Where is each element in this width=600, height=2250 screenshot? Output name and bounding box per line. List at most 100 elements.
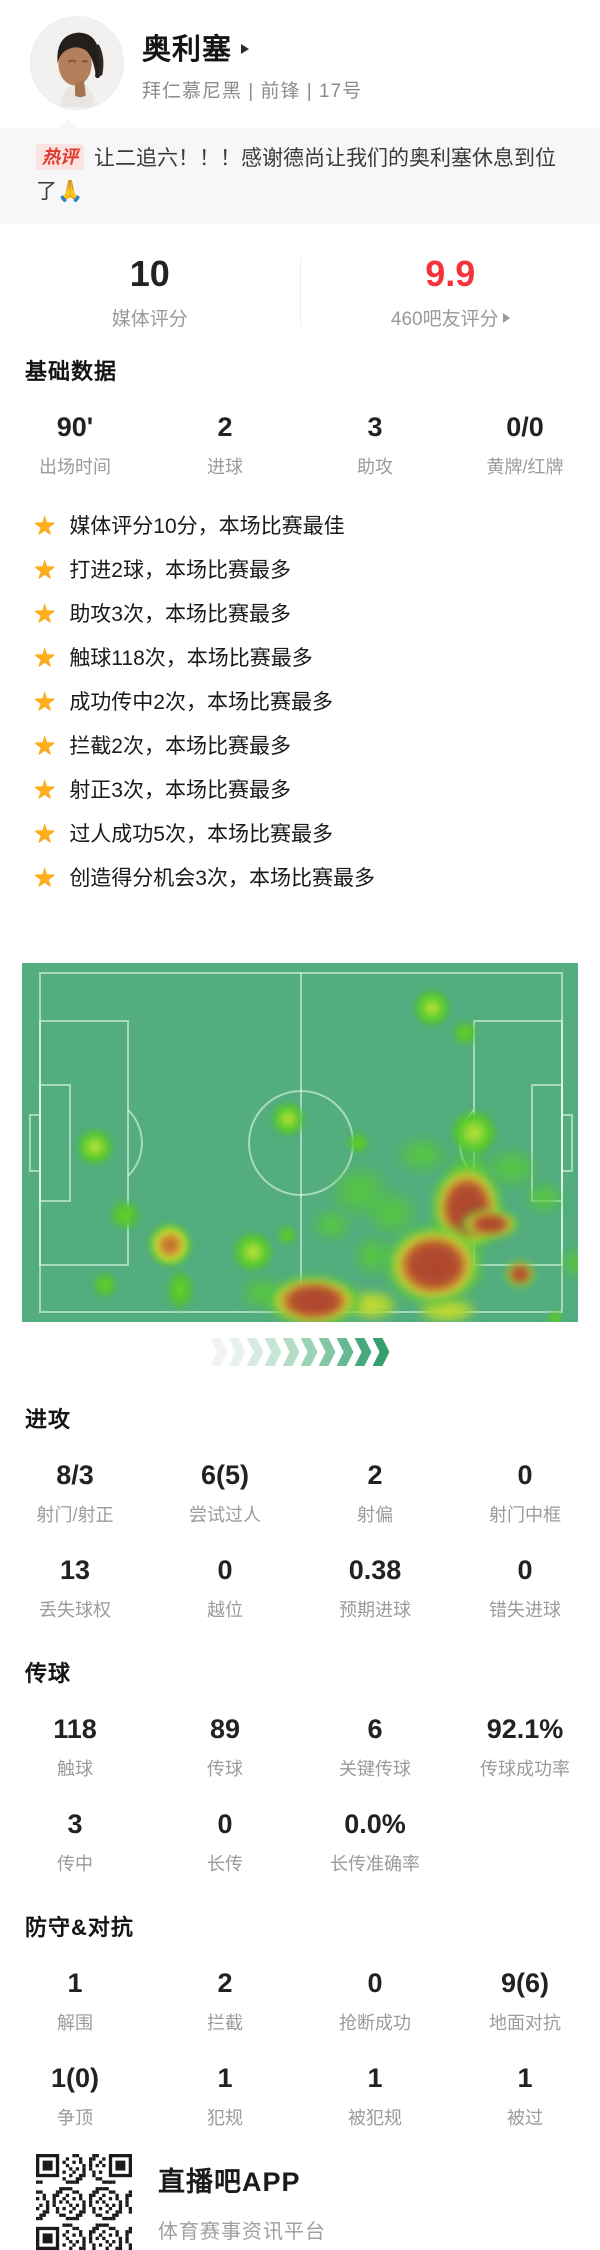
stat-label: 长传 [150,1850,300,1876]
highlight-item: ★媒体评分10分，本场比赛最佳 [33,503,600,547]
name-arrow-icon [241,44,249,54]
player-header: 奥利塞 拜仁慕尼黑 | 前锋 | 17号 [0,0,600,128]
chevron-icon [373,1338,390,1366]
highlight-text: 媒体评分10分，本场比赛最佳 [69,510,344,540]
heat-blob [87,1267,123,1303]
heat-blob [266,1097,310,1141]
star-icon: ★ [33,732,56,758]
stat-label: 抢断成功 [300,2009,450,2035]
heat-blob [160,1261,200,1319]
heat-blob [502,1258,538,1290]
stat-value: 2 [150,1968,300,1999]
stat-value: 6 [300,1714,450,1745]
hot-comment[interactable]: 热评让二追六！！！感谢德尚让我们的奥利塞休息到位了🙏 [0,128,600,224]
position-heatmap [22,963,578,1322]
star-icon: ★ [33,864,56,890]
star-icon: ★ [33,820,56,846]
stat-cell: 8/3 射门/射正 [0,1460,150,1527]
heat-blob [342,1127,374,1159]
highlight-item: ★打进2球，本场比赛最多 [33,547,600,591]
stat-value: 2 [300,1460,450,1491]
stat-value: 0 [300,1968,450,1999]
stat-value: 90' [0,412,150,443]
heat-blob [544,1307,566,1322]
stat-label: 争顶 [0,2104,150,2130]
ratings-row: 10 媒体评分 9.9 460吧友评分 [0,244,600,340]
app-description: 体育赛事资讯平台 [158,2215,326,2244]
stat-value: 8/3 [0,1460,150,1491]
highlight-text: 成功传中2次，本场比赛最多 [69,686,333,716]
highlight-list: ★媒体评分10分，本场比赛最佳★打进2球，本场比赛最多★助攻3次，本场比赛最多★… [33,503,600,899]
highlight-text: 助攻3次，本场比赛最多 [69,598,291,628]
fan-rating[interactable]: 9.9 460吧友评分 [301,244,600,340]
stat-label: 拦截 [150,2009,300,2035]
chevron-icon [319,1338,336,1366]
stat-cell: 6 关键传球 [300,1714,450,1781]
heat-blob [71,1123,119,1171]
stat-label: 尝试过人 [150,1501,300,1527]
stat-value: 1 [150,2063,300,2094]
stat-label: 射门中框 [450,1501,600,1527]
chevron-icon [229,1338,246,1366]
highlight-item: ★ 过人成功5次，本场比赛最多 [33,811,600,855]
fan-score: 9.9 [425,253,475,295]
section-title-passing: 传球 [25,1656,600,1688]
stat-cell: 0 抢断成功 [300,1968,450,2035]
stat-value: 0.38 [300,1555,450,1586]
stat-value: 3 [0,1809,150,1840]
heat-blob [516,1175,572,1221]
stat-value: 0 [450,1555,600,1586]
heat-blob [444,1103,504,1163]
stat-label: 助攻 [300,453,450,479]
star-icon: ★ [33,556,56,582]
player-name-row[interactable]: 奥利塞 [142,26,249,68]
stat-label: 被过 [450,2104,600,2130]
chevron-icon [301,1338,318,1366]
section-title-attack: 进攻 [25,1402,600,1434]
stat-label: 关键传球 [300,1755,450,1781]
hot-comment-text: 让二追六！！！感谢德尚让我们的奥利塞休息到位了🙏 [36,147,556,203]
highlight-text: 触球118次，本场比赛最多 [69,642,312,672]
stat-value: 1 [300,2063,450,2094]
stat-value: 2 [150,412,300,443]
stat-label: 丢失球权 [0,1596,150,1622]
stat-value: 1 [0,1968,150,1999]
chevron-icon [355,1338,372,1366]
heat-blob [103,1193,147,1237]
stat-cell: 2 拦截 [150,1968,300,2035]
stat-cell: 6(5)尝试过人 [150,1460,300,1527]
app-name: 直播吧APP [158,2160,326,2199]
stat-label: 传中 [0,1850,150,1876]
highlight-text: 过人成功5次，本场比赛最多 [69,818,333,848]
heat-blob [456,1206,524,1242]
media-score-label: 媒体评分 [112,304,188,331]
stat-cell: 9(6)地面对抗 [450,1968,600,2035]
stat-value: 118 [0,1714,150,1745]
section-title-defense: 防守&对抗 [25,1910,600,1942]
player-avatar[interactable] [30,16,124,110]
heat-blob [447,1015,483,1051]
stat-label: 黄牌/红牌 [450,453,600,479]
stat-label: 传球 [150,1755,300,1781]
player-team-line: 拜仁慕尼黑 | 前锋 | 17号 [142,76,362,103]
heat-blob [227,1226,279,1278]
stat-label: 出场时间 [0,453,150,479]
section-title-basic: 基础数据 [25,354,600,386]
chevron-icon [265,1338,282,1366]
stat-label: 射门/射正 [0,1501,150,1527]
star-icon: ★ [33,688,56,714]
star-icon: ★ [33,776,56,802]
stat-label: 预期进球 [300,1596,450,1622]
stat-label: 越位 [150,1596,300,1622]
highlight-text: 创造得分机会3次，本场比赛最多 [69,862,375,892]
